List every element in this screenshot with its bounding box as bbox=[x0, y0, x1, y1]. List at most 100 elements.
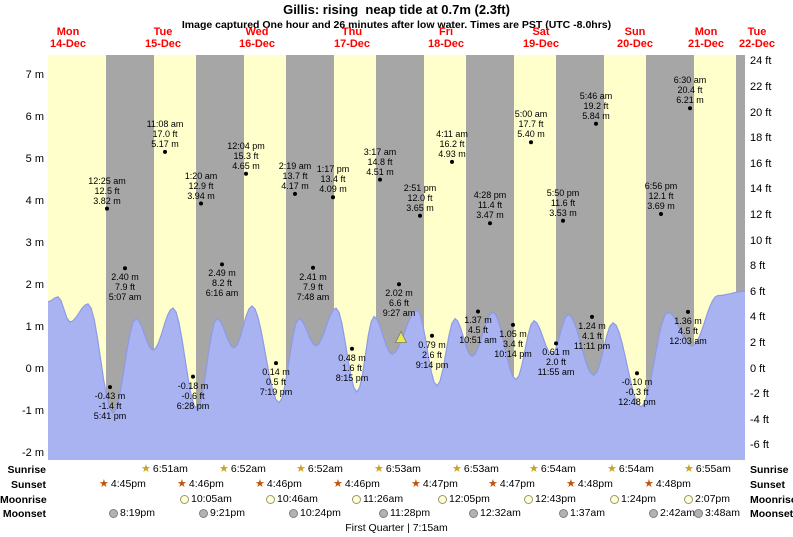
almanac-time: 4:45pm bbox=[110, 478, 146, 490]
almanac-row-label-left: Moonset bbox=[2, 508, 46, 520]
sunset-star-icon: ★ bbox=[177, 478, 187, 490]
tide-event-dot bbox=[554, 341, 558, 346]
tide-event-line: 6:28 pm bbox=[176, 400, 210, 411]
tide-event-label: 2:19 am 13.7 ft 4.17 m bbox=[258, 161, 332, 191]
tide-event-line: 6:16 am bbox=[205, 288, 239, 299]
tide-event-line: 7:19 pm bbox=[259, 387, 293, 398]
tide-event-label: 1:20 am 12.9 ft 3.94 m bbox=[164, 171, 238, 201]
tide-event-line: 0.79 m bbox=[418, 339, 446, 350]
tide-event-label: 4:11 am 16.2 ft 4.93 m bbox=[415, 129, 489, 159]
day-date: 19-Dec bbox=[522, 38, 560, 50]
tide-event-dot bbox=[659, 212, 663, 216]
feet-axis-label: -2 ft bbox=[750, 388, 769, 401]
tide-event-dot bbox=[476, 309, 480, 314]
tide-event-dot bbox=[274, 361, 278, 366]
feet-axis-label: 4 ft bbox=[750, 311, 766, 324]
almanac-entry: 12:05pm bbox=[438, 493, 490, 506]
almanac-time: 6:54am bbox=[540, 463, 576, 475]
tide-event-line: 2.02 m bbox=[385, 288, 413, 299]
tide-event-line: 1:20 am bbox=[184, 170, 218, 181]
almanac-entry: ★ 4:48pm bbox=[644, 478, 691, 491]
tide-event-line: 10:51 am bbox=[459, 335, 497, 346]
moonset-circle-icon bbox=[694, 509, 703, 518]
almanac-entry: 11:26am bbox=[352, 493, 403, 506]
day-date: 16-Dec bbox=[238, 38, 276, 50]
tide-event-dot bbox=[105, 206, 109, 211]
current-tide-marker-icon bbox=[394, 330, 408, 344]
sunset-star-icon: ★ bbox=[99, 478, 109, 490]
tide-event-line: 11:55 am bbox=[537, 367, 575, 378]
sunset-star-icon: ★ bbox=[644, 478, 654, 490]
tide-event-line: 2.6 ft bbox=[421, 349, 442, 360]
sunrise-star-icon: ★ bbox=[452, 463, 462, 475]
tide-event-line: 1.24 m bbox=[578, 320, 606, 331]
sunrise-star-icon: ★ bbox=[374, 463, 384, 475]
day-label: Mon 21-Dec bbox=[678, 26, 734, 50]
tide-event-line: -0.10 m bbox=[621, 377, 653, 388]
tide-event-label: 1.05 m 3.4 ft 10:14 pm bbox=[476, 329, 550, 359]
tide-event-line: 0.61 m bbox=[542, 347, 570, 358]
day-date: 14-Dec bbox=[49, 38, 87, 50]
almanac-entry: ★ 6:55am bbox=[684, 463, 731, 476]
day-name: Thu bbox=[341, 26, 363, 38]
almanac-entry: ★ 6:53am bbox=[452, 463, 499, 476]
almanac-entry: ★ 4:46pm bbox=[333, 478, 380, 491]
tide-event-label: 5:46 am 19.2 ft 5.84 m bbox=[559, 91, 633, 121]
tide-event-line: 12:03 am bbox=[669, 335, 707, 346]
moonset-circle-icon bbox=[109, 509, 118, 518]
tide-event-line: 5:46 am bbox=[579, 90, 613, 101]
sunset-star-icon: ★ bbox=[333, 478, 343, 490]
tide-event-line: 2.40 m bbox=[111, 272, 139, 283]
tide-event-dot bbox=[488, 221, 492, 226]
tide-event-line: 6.6 ft bbox=[388, 298, 409, 309]
day-label: Fri 18-Dec bbox=[418, 26, 474, 50]
tide-event-line: 5.17 m bbox=[151, 138, 179, 149]
tide-event-line: 3.47 m bbox=[476, 210, 504, 221]
tide-event-label: 0.48 m 1.6 ft 8:15 pm bbox=[315, 353, 389, 383]
tide-event-label: 2.49 m 8.2 ft 6:16 am bbox=[185, 268, 259, 298]
tide-event-label: 5:50 pm 11.6 ft 3.53 m bbox=[526, 188, 600, 218]
almanac-entry: 11:28pm bbox=[379, 507, 430, 520]
day-label: Mon 14-Dec bbox=[40, 26, 96, 50]
tide-event-line: 1.37 m bbox=[464, 315, 492, 326]
tide-event-label: 12:25 am 12.5 ft 3.82 m bbox=[70, 176, 144, 206]
almanac-entry: 1:37am bbox=[559, 507, 605, 520]
tide-event-dot bbox=[561, 218, 565, 223]
moonset-circle-icon bbox=[469, 509, 478, 518]
almanac-entry: ★ 6:51am bbox=[141, 463, 188, 476]
tide-event-line: -0.6 ft bbox=[181, 390, 205, 401]
tide-event-line: 5:41 pm bbox=[93, 411, 127, 422]
tide-event-line: 11:11 pm bbox=[573, 340, 611, 351]
moonset-circle-icon bbox=[289, 509, 298, 518]
almanac-entry: 1:24pm bbox=[610, 493, 656, 506]
tide-event-label: 0.14 m 0.5 ft 7:19 pm bbox=[239, 367, 313, 397]
tide-event-label: 2:51 pm 12.0 ft 3.65 m bbox=[383, 183, 457, 213]
tide-event-label: 1.36 m 4.5 ft 12:03 am bbox=[651, 316, 725, 346]
day-date: 20-Dec bbox=[616, 38, 654, 50]
tide-event-line: 4.5 ft bbox=[467, 325, 488, 336]
tide-event-line: 4.5 ft bbox=[677, 325, 698, 336]
tide-event-line: 0.5 ft bbox=[265, 377, 286, 388]
tide-event-line: 3.69 m bbox=[647, 201, 675, 212]
meter-axis-label: 1 m bbox=[25, 320, 44, 333]
almanac-time: 4:46pm bbox=[266, 478, 302, 490]
tide-event-line: -1.4 ft bbox=[98, 401, 122, 412]
day-date: 22-Dec bbox=[738, 38, 776, 50]
tide-event-line: 9:27 am bbox=[382, 308, 416, 319]
almanac-time: 3:48am bbox=[705, 507, 741, 519]
tide-event-label: 5:00 am 17.7 ft 5.40 m bbox=[494, 109, 568, 139]
day-name: Mon bbox=[694, 26, 718, 38]
almanac-entry: ★ 4:45pm bbox=[99, 478, 146, 491]
almanac-time: 2:07pm bbox=[695, 493, 731, 505]
tide-event-line: 6:30 am bbox=[673, 75, 707, 86]
tide-event-line: 8.2 ft bbox=[211, 278, 232, 289]
tide-event-line: 4.51 m bbox=[366, 166, 394, 177]
tide-event-line: 3:17 am bbox=[363, 146, 397, 157]
almanac-time: 4:46pm bbox=[188, 478, 224, 490]
almanac-time: 6:53am bbox=[463, 463, 499, 475]
almanac-time: 4:46pm bbox=[344, 478, 380, 490]
almanac-entry: 2:07pm bbox=[684, 493, 730, 506]
tide-event-line: 12:48 pm bbox=[618, 397, 656, 408]
tide-event-line: 8:15 pm bbox=[335, 372, 369, 383]
